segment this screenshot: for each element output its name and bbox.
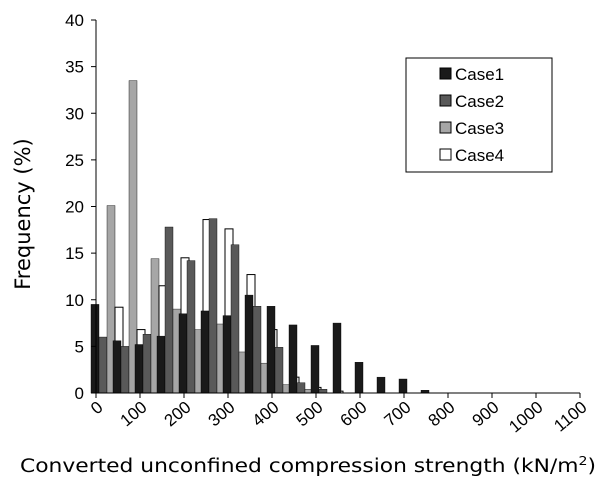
- bar-case1-450-500: [288, 324, 298, 394]
- bar-case1-600-650: [354, 362, 364, 394]
- bar-case2-0-50: [98, 336, 108, 394]
- bar-case1-650-700: [376, 376, 386, 394]
- bar-case2-500-550: [318, 389, 328, 394]
- legend-swatch-case3: [439, 121, 452, 134]
- bar-case2-350-400: [252, 306, 262, 394]
- y-tick-label: 30: [65, 104, 84, 123]
- bar-case1-700-750: [398, 378, 408, 394]
- bar-case1-100-150: [134, 344, 144, 394]
- x-axis-title-end: ): [587, 456, 596, 477]
- x-tick-label: 200: [161, 398, 195, 431]
- bar-case1-500-550: [310, 345, 320, 394]
- x-tick-label: 600: [337, 398, 371, 431]
- x-axis-title-superscript: 2: [578, 454, 587, 468]
- y-tick-label: 35: [65, 58, 84, 77]
- x-tick-label: 900: [469, 398, 503, 431]
- legend-label-case3: Case3: [455, 119, 504, 138]
- bar-case2-400-450: [274, 347, 284, 394]
- x-tick-label: 100: [117, 398, 151, 431]
- legend-swatch-case4: [439, 148, 452, 161]
- y-tick-label: 25: [65, 151, 84, 170]
- bar-case1-200-250: [178, 313, 188, 394]
- x-tick-label: 300: [205, 398, 239, 431]
- x-axis-title-main: Converted unconfined compression strengt…: [20, 456, 578, 477]
- bars-layer: [90, 80, 430, 394]
- y-tick-labels: 0 5 10 15 20 25 30 35 40: [65, 11, 84, 403]
- legend-swatch-case1: [439, 67, 452, 80]
- bar-case2-300-350: [230, 244, 240, 394]
- bar-case2-200-250: [186, 260, 196, 394]
- bar-case1-150-200: [156, 335, 166, 394]
- x-tick-label: 1100: [550, 398, 590, 436]
- x-tick-label: 1000: [505, 398, 546, 437]
- legend-box: [405, 57, 553, 173]
- bar-case2-50-100: [120, 346, 130, 394]
- x-tick-label: 700: [381, 398, 415, 431]
- x-axis-title: Converted unconfined compression strengt…: [20, 454, 596, 477]
- bar-case1-350-400: [244, 294, 254, 394]
- legend-label-case2: Case2: [455, 92, 504, 111]
- bar-case2-100-150: [142, 334, 152, 394]
- bar-case1-0-50: [90, 304, 100, 394]
- y-tick-label: 40: [65, 11, 84, 30]
- bar-case1-250-300: [200, 310, 210, 394]
- bar-case1-550-600: [332, 322, 342, 394]
- legend-label-case4: Case4: [455, 146, 504, 165]
- x-tick-label: 800: [425, 398, 459, 431]
- y-tick-label: 15: [65, 244, 84, 263]
- legend: Case1 Case2 Case3 Case4: [405, 57, 553, 173]
- x-tick-label: 400: [249, 398, 283, 431]
- bar-case1-400-450: [266, 306, 276, 394]
- bar-case1-300-350: [222, 315, 232, 394]
- axes-layer: [91, 19, 581, 398]
- y-axis-title: Frequency (%): [11, 138, 35, 290]
- legend-swatch-case2: [439, 94, 452, 107]
- y-tick-label: 10: [65, 291, 84, 310]
- x-tick-labels: 0 100 200 300 400 500 600 700 800 900 1000 1100: [87, 398, 590, 437]
- x-tick-label: 500: [293, 398, 327, 431]
- bar-case1-50-100: [112, 340, 122, 394]
- bar-case2-450-500: [296, 382, 306, 394]
- y-tick-label: 0: [75, 384, 84, 403]
- legend-label-case1: Case1: [455, 65, 504, 84]
- y-tick-label: 20: [65, 198, 84, 217]
- y-tick-label: 5: [75, 337, 84, 356]
- bar-case2-150-200: [164, 226, 174, 394]
- x-tick-label: 0: [87, 398, 106, 419]
- bar-case2-250-300: [208, 218, 218, 394]
